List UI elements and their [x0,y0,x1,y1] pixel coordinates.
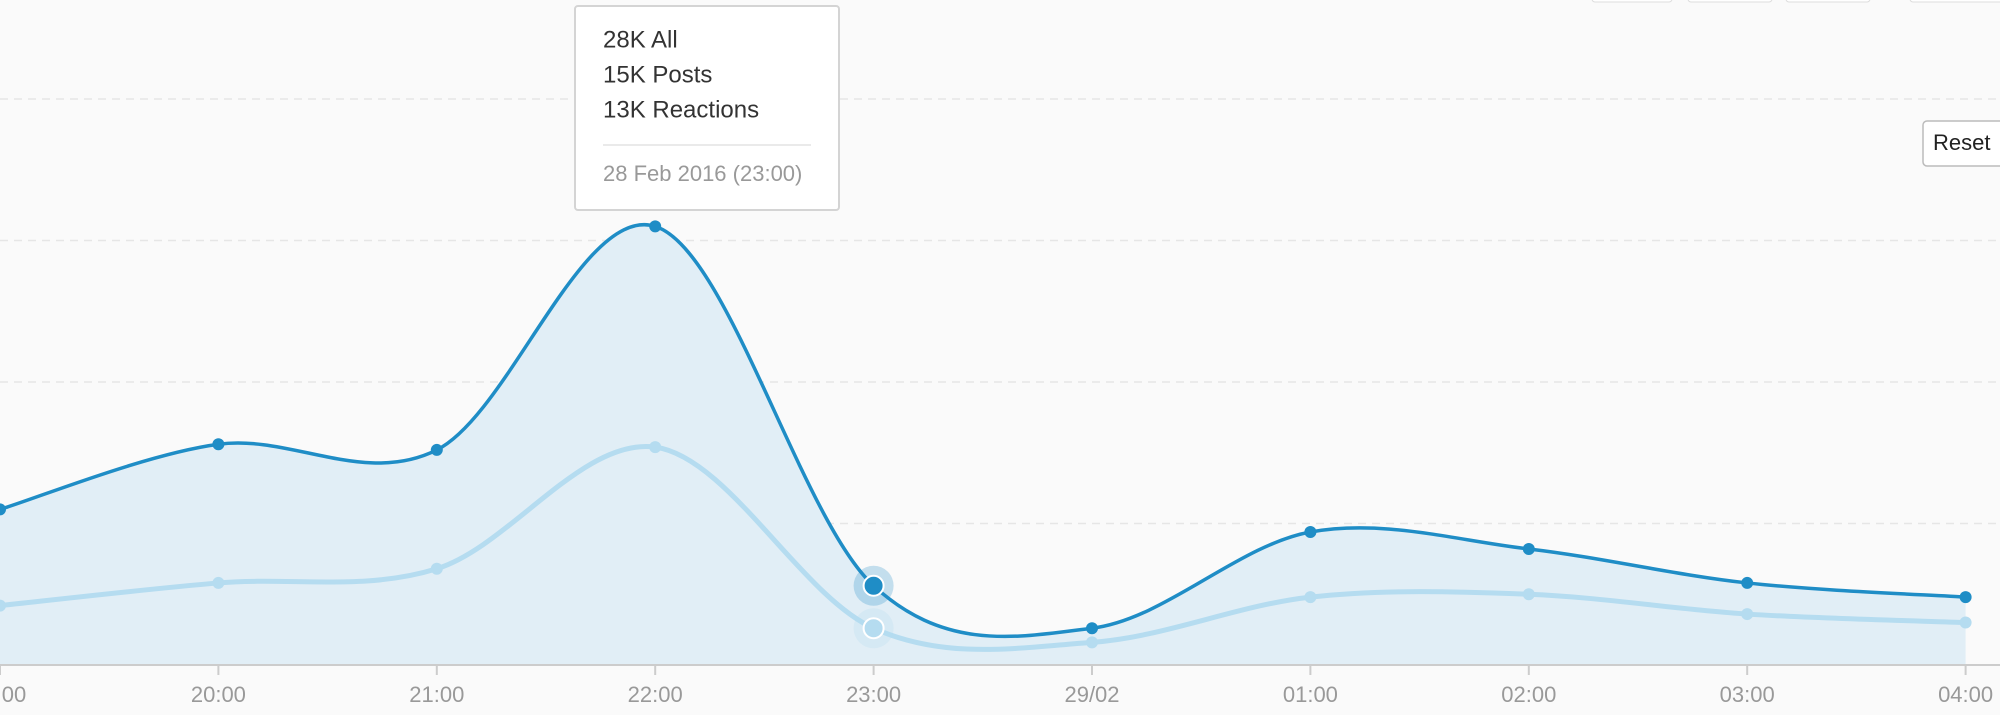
line [0,444,1966,652]
reset-button[interactable] [1922,120,2000,167]
x-tick-label: 02:00 [1501,682,1556,707]
point [1522,588,1535,601]
point [1304,526,1317,538]
point [1522,542,1535,555]
x-tick-label: 21:00 [409,682,464,707]
area [0,224,1966,665]
point [430,562,443,575]
point [1304,591,1317,604]
point [649,441,662,454]
x-tick-label: 29/02 [1064,682,1119,707]
point [430,443,443,456]
point [1741,608,1754,621]
x-tick-label: 20:00 [191,682,246,707]
tooltip [574,5,840,211]
toolbar-button[interactable] [1591,0,1673,3]
point [0,503,6,516]
x-tick-label: 03:00 [1720,682,1775,707]
toolbar-button[interactable] [1785,0,1871,3]
point [1741,576,1754,589]
x-tick-label: 00 [2,682,26,707]
tooltip-line: 15K Posts [603,61,712,88]
point [862,574,885,597]
line [0,222,1966,639]
point [1959,616,1972,629]
x-tick-label: 22:00 [628,682,683,707]
tooltip-line: 28K All [603,26,678,53]
point [212,576,225,589]
x-tick-label: 01:00 [1283,682,1338,707]
point [0,599,6,612]
reset-button-label[interactable]: Reset [1933,130,1990,155]
tooltip-date: 28 Feb 2016 (23:00) [603,161,802,186]
point [649,220,662,233]
point [862,617,885,640]
point [1086,636,1098,649]
point [1959,591,1972,604]
point [1086,622,1098,635]
x-tick-label: 23:00 [846,682,901,707]
point [212,438,225,451]
plot: 00 20:00 21:00 22:00 23:00 29/02 01:00 02:00 03:… [0,98,2000,707]
toolbar-button[interactable] [1909,0,2000,3]
x-tick-label: 04:00 [1938,682,1993,707]
tooltip-line: 13K Reactions [603,96,759,123]
toolbar-button[interactable] [1687,0,1773,3]
